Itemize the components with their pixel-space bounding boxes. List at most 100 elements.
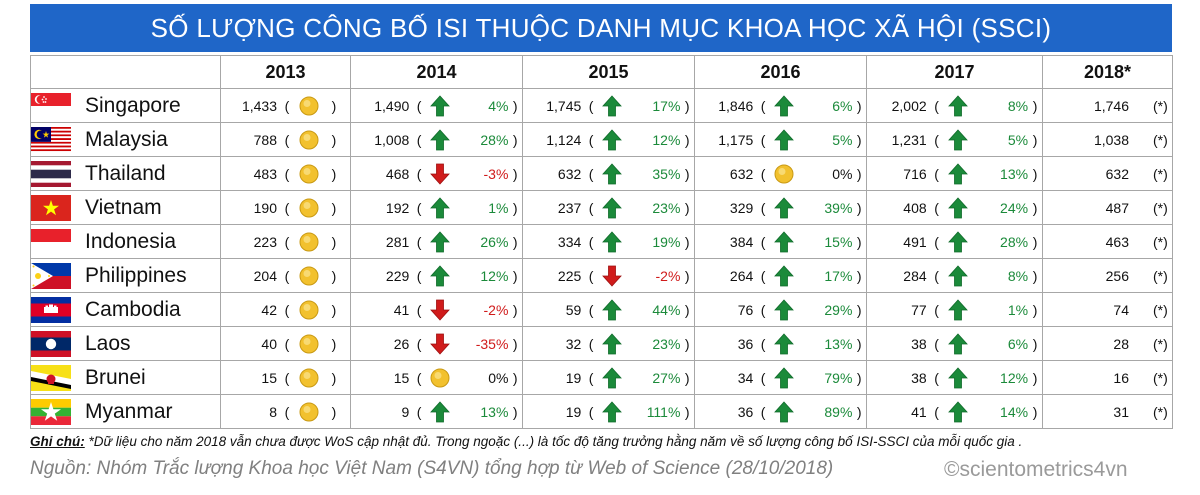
value-cell-2017: 38 (12%): [866, 360, 1043, 395]
publication-count: 15: [393, 369, 410, 386]
publication-count: 237: [557, 199, 582, 216]
open-paren: (: [284, 301, 290, 318]
value-cell-inner: 329 (39%): [696, 192, 866, 224]
close-paren: ): [856, 335, 862, 352]
vietnam-flag: [31, 194, 71, 221]
trend-indicator: [599, 400, 626, 424]
value-cell-2015: 59 (44%): [522, 292, 695, 327]
country-cell: Indonesia: [30, 224, 221, 259]
publication-count: 632: [557, 165, 582, 182]
country-name: Brunei: [85, 365, 146, 389]
growth-rate: 13%: [480, 403, 509, 420]
trend-indicator: [945, 196, 973, 220]
value-cell-inner: 384 (15%): [696, 226, 866, 258]
trend-indicator: [427, 298, 454, 322]
growth-rate: 1%: [488, 199, 509, 216]
value-cell-inner: 15 (0%): [352, 362, 522, 394]
neutral-circle-icon: [299, 300, 319, 319]
close-paren: ): [512, 199, 518, 216]
growth-rate: 13%: [1000, 165, 1029, 182]
growth-rate: 14%: [1000, 403, 1029, 420]
value-cell-inner: 1,746 (*): [1044, 90, 1172, 122]
publication-count: 329: [729, 199, 754, 216]
column-header-1: 2014: [350, 55, 523, 89]
column-header-5: 2018*: [1042, 55, 1173, 89]
open-paren: (: [284, 335, 290, 352]
growth-rate: 1%: [1007, 301, 1029, 318]
growth-rate: 13%: [824, 335, 853, 352]
table-row: Malaysia 788 () 1,008 (28%) 1,124 (12%) 1,175 (5…: [30, 122, 1173, 157]
trend-indicator: [295, 298, 323, 322]
publication-count: 487: [1105, 199, 1129, 216]
value-cell-2014: 1,490 (4%): [350, 88, 523, 123]
brunei-flag: [31, 364, 71, 391]
publication-count: 384: [729, 233, 754, 250]
open-paren: (: [588, 165, 594, 182]
up-arrow-icon: [602, 366, 623, 388]
close-paren: ): [512, 267, 518, 284]
growth-rate: -2%: [655, 267, 681, 284]
neutral-circle-icon: [430, 368, 450, 387]
up-arrow-icon: [430, 400, 451, 422]
trend-indicator: [427, 400, 454, 424]
open-paren: (: [416, 301, 422, 318]
value-cell-2014: 281 (26%): [350, 224, 523, 259]
trend-indicator: [599, 196, 626, 220]
close-paren: ): [856, 267, 862, 284]
value-cell-2016: 36 (13%): [694, 326, 867, 361]
open-paren: (: [934, 267, 939, 284]
trend-indicator: [599, 366, 626, 390]
value-cell-inner: 632 (0%): [696, 158, 866, 190]
open-paren: (: [416, 403, 422, 420]
value-cell-2013: 1,433 (): [220, 88, 351, 123]
table-row: Myanmar 8 () 9 (13%) 19 (111%) 36 (89%) 41 (14%) 31…: [30, 394, 1173, 429]
incomplete-marker: (*): [1153, 97, 1168, 114]
publication-count: 1,433: [241, 97, 277, 114]
value-cell-2017: 716 (13%): [866, 156, 1043, 191]
value-cell-inner: 229 (12%): [352, 260, 522, 292]
country-cell-inner: Laos: [31, 328, 220, 360]
trend-indicator: [599, 230, 626, 254]
open-paren: (: [588, 233, 594, 250]
up-arrow-icon: [602, 94, 623, 116]
country-name: Philippines: [85, 263, 187, 287]
close-paren: ): [1032, 267, 1038, 284]
close-paren: ): [1032, 301, 1038, 318]
incomplete-marker: (*): [1153, 131, 1168, 148]
publication-count: 229: [385, 267, 410, 284]
close-paren: ): [856, 369, 862, 386]
neutral-circle-icon: [299, 96, 319, 115]
publication-count: 468: [385, 165, 410, 182]
close-paren: ): [684, 369, 690, 386]
value-cell-2016: 1,175 (5%): [694, 122, 867, 157]
value-cell-2015: 632 (35%): [522, 156, 695, 191]
close-paren: ): [512, 131, 518, 148]
close-paren: ): [331, 301, 337, 318]
trend-indicator: [771, 196, 798, 220]
value-cell-2015: 19 (27%): [522, 360, 695, 395]
country-cell: Malaysia: [30, 122, 221, 157]
value-cell-inner: 1,175 (5%): [696, 124, 866, 156]
growth-rate: -35%: [475, 335, 509, 352]
country-cell: Cambodia: [30, 292, 221, 327]
value-cell-2016: 329 (39%): [694, 190, 867, 225]
value-cell-2014: 9 (13%): [350, 394, 523, 429]
value-cell-inner: 34 (79%): [696, 362, 866, 394]
trend-indicator: [427, 128, 454, 152]
country-name: Indonesia: [85, 229, 177, 253]
close-paren: ): [684, 199, 690, 216]
thailand-flag: [31, 160, 71, 187]
value-cell-inner: 1,231 (5%): [868, 124, 1042, 156]
growth-rate: 29%: [824, 301, 853, 318]
value-cell-2015: 237 (23%): [522, 190, 695, 225]
open-paren: (: [588, 301, 594, 318]
publication-count: 408: [903, 199, 927, 216]
value-cell-inner: 36 (13%): [696, 328, 866, 360]
open-paren: (: [284, 403, 290, 420]
neutral-circle-icon: [299, 232, 319, 251]
value-cell-inner: 284 (8%): [868, 260, 1042, 292]
country-name: Myanmar: [85, 399, 173, 423]
up-arrow-icon: [602, 162, 623, 184]
up-arrow-icon: [774, 94, 795, 116]
value-cell-2013: 40 (): [220, 326, 351, 361]
